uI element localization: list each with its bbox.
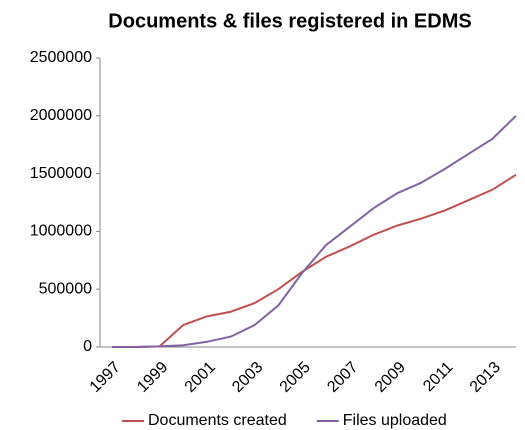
x-tick-label: 1999 <box>134 359 171 396</box>
x-tick-label: 2001 <box>182 359 219 396</box>
x-tick-label: 2007 <box>324 359 361 396</box>
y-tick-label: 500000 <box>39 280 92 297</box>
chart-title: Documents & files registered in EDMS <box>108 10 471 32</box>
line <box>112 173 517 348</box>
legend-label: Files uploaded <box>343 412 447 429</box>
y-tick-label: 2500000 <box>30 49 92 66</box>
x-tick-label: 1997 <box>87 359 124 396</box>
x-tick-label: 2003 <box>229 359 266 396</box>
x-tick-label: 2013 <box>467 359 504 396</box>
y-tick-label: 1000000 <box>30 223 92 240</box>
legend-label: Documents created <box>148 412 287 429</box>
line <box>112 115 517 348</box>
x-tick-label: 2011 <box>420 359 456 395</box>
y-tick-label: 1500000 <box>30 165 92 182</box>
x-tick-label: 2009 <box>372 359 409 396</box>
y-tick-label: 0 <box>83 338 92 355</box>
y-tick-label: 2000000 <box>30 107 92 124</box>
x-tick-label: 2005 <box>277 359 314 396</box>
